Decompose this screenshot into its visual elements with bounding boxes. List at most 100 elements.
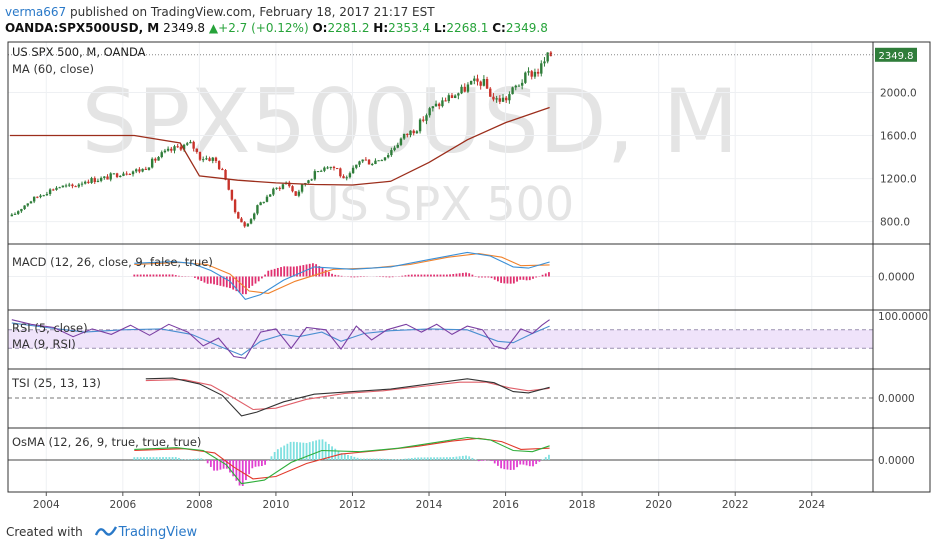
candle-body: [412, 130, 415, 134]
candle-body: [227, 179, 230, 190]
candle-body: [208, 158, 211, 161]
candle-body: [415, 131, 419, 134]
chart-frame: [7, 41, 931, 493]
candle-body: [233, 199, 237, 213]
candle-body: [77, 184, 81, 187]
publish-info: verma667 published on TradingView.com, F…: [5, 5, 435, 19]
candle-body: [492, 96, 495, 100]
candle-body: [495, 98, 498, 100]
open-value: 2281.2: [327, 21, 370, 35]
candle-body: [262, 201, 266, 203]
candle-body: [505, 97, 508, 101]
x-tick-label: 2012: [339, 499, 366, 511]
last-price: 2349.8: [163, 21, 206, 35]
low-value: 2268.1: [446, 21, 489, 35]
pane-titles: US SPX 500, M, OANDA MA (60, close) MACD (…: [11, 45, 213, 449]
osma-title: OsMA (12, 26, 9, true, true, true): [12, 435, 201, 449]
candle-body: [211, 157, 214, 161]
candle-body: [527, 71, 530, 73]
candle-body: [457, 93, 460, 96]
candle-body: [339, 168, 342, 177]
candle-body: [61, 185, 65, 188]
candle-body: [393, 147, 396, 151]
price-tick-label: 2000.0: [880, 87, 917, 99]
candle-body: [80, 183, 84, 185]
tradingview-logo-icon: [94, 525, 117, 540]
candle-body: [17, 211, 20, 214]
x-tick-label: 2010: [263, 499, 290, 511]
price-pane-title: US SPX 500, M, OANDA: [12, 45, 146, 59]
candle-body: [549, 52, 553, 57]
candle-body: [170, 148, 173, 151]
osma-line-red: [134, 437, 550, 480]
close-label: C:: [492, 21, 506, 35]
change-value: +2.7 (+0.12%): [218, 21, 309, 35]
candle-body: [425, 115, 428, 121]
candle-body: [374, 160, 377, 165]
candle-body: [150, 158, 154, 168]
candle-body: [310, 179, 313, 181]
x-tick-label: 2016: [492, 499, 519, 511]
candle-body: [173, 146, 176, 151]
candle-body: [176, 146, 179, 148]
tradingview-brand-link[interactable]: TradingView: [118, 525, 198, 540]
price-tick-label: 800.0: [880, 217, 910, 229]
candle-body: [316, 171, 320, 173]
high-label: H:: [373, 21, 389, 35]
candle-body: [90, 178, 93, 183]
candle-body: [386, 155, 390, 158]
candle-body: [482, 79, 486, 86]
candle-body: [536, 71, 540, 74]
x-tick-label: 2024: [798, 499, 825, 511]
candle-body: [99, 177, 103, 181]
candle-body: [335, 168, 339, 170]
rsi-ma-title: MA (9, RSI): [12, 337, 76, 351]
candle-body: [466, 84, 470, 92]
indicator-tick-label: 0.0000: [878, 455, 915, 467]
candle-body: [52, 189, 55, 191]
candle-body: [20, 209, 23, 212]
grid-lines: [8, 42, 873, 492]
candle-body: [68, 184, 71, 186]
up-arrow-icon: ▲: [208, 21, 219, 35]
x-tick-label: 2022: [722, 499, 749, 511]
candle-body: [469, 80, 473, 85]
candle-body: [367, 159, 371, 165]
tsi-line: [145, 377, 550, 417]
x-tick-label: 2014: [416, 499, 443, 511]
candle-body: [396, 144, 399, 148]
candle-body: [441, 100, 444, 107]
candle-body: [543, 61, 546, 64]
chart-canvas[interactable]: SPX500USD, M US SPX 500 2004 2006 2008 2010…: [0, 40, 932, 518]
candle-body: [272, 188, 275, 195]
candle-body: [453, 95, 457, 98]
candle-body: [517, 85, 521, 87]
candle-body: [87, 181, 90, 183]
candle-body: [201, 159, 205, 161]
candle-body: [182, 144, 186, 150]
candle-body: [540, 63, 543, 74]
candle-body: [249, 219, 253, 224]
candle-body: [485, 79, 489, 89]
candle-body: [36, 196, 39, 198]
price-tick-label: 1600.0: [880, 131, 917, 143]
author-link[interactable]: verma667: [5, 5, 67, 19]
candle-body: [71, 184, 74, 187]
candle-body: [147, 167, 151, 170]
candle-body: [450, 95, 454, 98]
candle-body: [380, 160, 384, 162]
candle-body: [473, 78, 476, 81]
macd-signal-line: [134, 253, 550, 294]
candle-body: [288, 182, 291, 187]
created-with-text: Created with: [6, 525, 83, 539]
candle-body: [253, 213, 256, 220]
candle-body: [224, 170, 227, 180]
candle-body: [434, 103, 438, 107]
tsi-signal-line: [145, 379, 550, 411]
rsi-line: [11, 319, 550, 359]
last-price-tag: [875, 47, 917, 62]
indicator-tick-label: 0.0000: [878, 272, 915, 284]
candle-body: [125, 173, 128, 175]
candle-body: [192, 141, 195, 149]
candle-body: [217, 161, 221, 170]
